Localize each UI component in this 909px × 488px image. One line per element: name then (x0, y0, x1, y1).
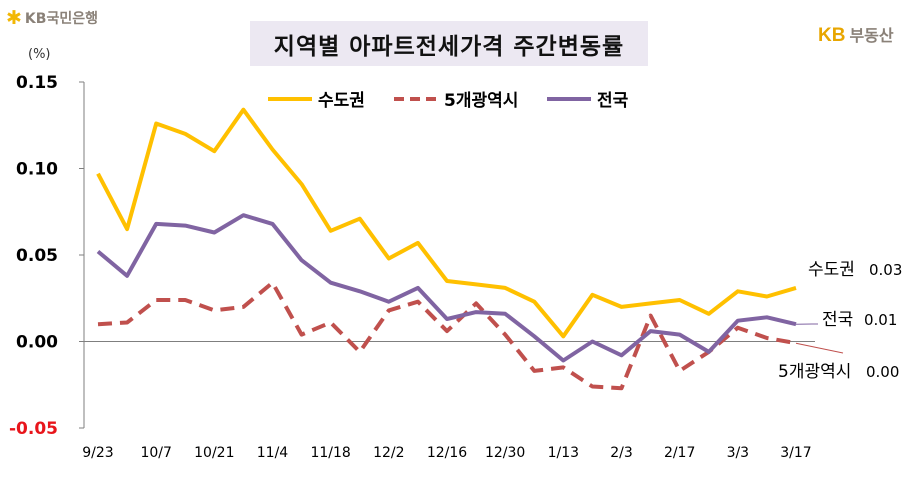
x-tick-label: 3/3 (727, 445, 750, 461)
annotation-label: 수도권 (808, 260, 855, 280)
y-tick-label: 0.00 (16, 333, 58, 353)
x-tick-label: 10/7 (140, 445, 171, 461)
annotation-leader (795, 342, 844, 354)
x-tick-label: 12/2 (373, 445, 404, 461)
y-tick-label: 0.05 (16, 246, 58, 266)
chart-title: 지역별 아파트전세가격 주간변동률 (273, 33, 625, 60)
brand-name: 부동산 (849, 26, 894, 45)
x-tick-label: 9/23 (82, 445, 113, 461)
x-tick-label: 2/17 (664, 445, 695, 461)
kb-kookmin-logo: ✱ KB국민은행 (6, 8, 98, 28)
chart-title-box: 지역별 아파트전세가격 주간변동률 (250, 21, 648, 66)
y-tick-label: -0.05 (9, 419, 58, 439)
annotation-value: 0.03 (869, 261, 902, 279)
series-line-전국 (96, 213, 797, 363)
series-line-5개광역시 (97, 280, 797, 391)
x-tick-label: 12/30 (485, 445, 525, 461)
kb-real-estate-brand: KB 부동산 (818, 22, 894, 47)
annotation-label: 전국 (822, 310, 853, 330)
x-tick-label: 1/13 (548, 445, 579, 461)
annotation-label: 5개광역시 (778, 362, 851, 382)
kb-star-icon: ✱ (6, 6, 22, 29)
annotation-value: 0.01 (864, 311, 897, 329)
legend-label: 전국 (597, 91, 629, 111)
x-tick-label: 2/3 (610, 445, 633, 461)
y-axis-label: (%) (28, 47, 51, 62)
y-tick-label: 0.15 (16, 73, 58, 93)
x-tick-label: 3/17 (780, 445, 811, 461)
legend-label: 수도권 (318, 91, 365, 111)
y-tick-label: 0.10 (16, 160, 58, 180)
legend-label: 5개광역시 (444, 91, 518, 111)
x-tick-label: 11/18 (310, 445, 350, 461)
annotation-value: 0.00 (866, 363, 899, 381)
x-tick-label: 10/21 (194, 445, 234, 461)
x-tick-label: 12/16 (427, 445, 467, 461)
brand-kb: KB (818, 25, 846, 46)
series-line-수도권 (96, 107, 797, 339)
x-tick-label: 11/4 (257, 445, 289, 461)
logo-text: KB국민은행 (24, 11, 98, 27)
